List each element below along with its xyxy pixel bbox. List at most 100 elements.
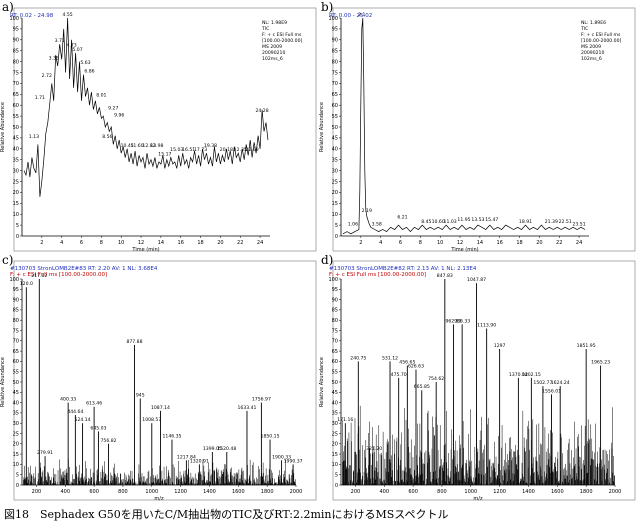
- x-tick-label: 1000: [145, 489, 158, 495]
- series-line: [342, 17, 586, 235]
- peak-label: 23.51: [573, 221, 586, 227]
- y-tick-label: 70: [13, 81, 19, 87]
- x-tick-label: 4: [60, 240, 63, 246]
- y-tick-label: 50: [13, 380, 19, 386]
- info-line: TIC: [580, 26, 588, 32]
- peak-label: 13.53: [471, 217, 484, 223]
- x-tick-label: 1800: [580, 489, 593, 495]
- panel-subheader: F: + c ESI Full ms [100.00-2000.00]: [329, 272, 426, 278]
- peak-label: 1217.84: [177, 454, 196, 460]
- y-tick-label: 80: [332, 59, 338, 65]
- x-axis-label: Time (min): [450, 247, 478, 253]
- y-tick-label: 95: [13, 287, 19, 293]
- info-line: 20090210: [262, 50, 285, 56]
- peak-label: 1087.14: [151, 405, 170, 411]
- x-tick-label: 1400: [522, 489, 535, 495]
- peak-label: 1965.23: [591, 360, 610, 366]
- panel-a: a) RT: 0.02 - 24.98 0 5 10 15 20 25 30 35 40 45 50 5…: [0, 0, 319, 253]
- x-tick-label: 2: [359, 240, 362, 246]
- y-tick-label: 20: [13, 442, 19, 448]
- peak-label: 10.45: [121, 143, 134, 149]
- peak-label: 22.99: [246, 147, 259, 153]
- y-tick-label: 55: [332, 114, 338, 120]
- x-tick-label: 10: [437, 240, 443, 246]
- peak-label: 9.96: [114, 112, 124, 118]
- x-tick-label: 1200: [493, 489, 506, 495]
- y-tick-label: 45: [332, 390, 338, 396]
- panel-frame: [332, 7, 636, 252]
- y-tick-label: 0: [16, 483, 19, 489]
- peak-label: 626.63: [408, 364, 424, 370]
- x-tick-label: 1000: [464, 489, 477, 495]
- peak-label: 1402.15: [522, 372, 541, 378]
- y-tick-label: 10: [13, 462, 19, 468]
- y-tick-label: 70: [13, 339, 19, 345]
- y-tick-label: 25: [13, 179, 19, 185]
- y-tick-label: 90: [332, 38, 338, 44]
- peak-label: 962.83: [445, 318, 461, 324]
- x-tick-label: 12: [457, 240, 463, 246]
- y-tick-label: 55: [332, 370, 338, 376]
- peak-label: 21.39: [545, 219, 558, 225]
- peak-label: 3.58: [372, 221, 382, 227]
- y-tick-label: 45: [13, 136, 19, 142]
- peak-label: 11.60: [130, 143, 143, 149]
- y-tick-label: 40: [332, 400, 338, 406]
- peak-label: 524.14: [75, 417, 91, 423]
- y-tick-label: 60: [13, 103, 19, 109]
- info-line: [100.00-2000.00]: [581, 38, 622, 44]
- y-tick-label: 70: [332, 81, 338, 87]
- x-tick-label: 800: [118, 489, 128, 495]
- y-tick-label: 15: [13, 201, 19, 207]
- panel-c: c) #130703 StronLOMB2E#83 RT: 2.20 AV: 1…: [0, 253, 319, 503]
- y-axis-label: Relative Abundance: [0, 102, 6, 152]
- peak-label: 171.16: [337, 417, 353, 423]
- y-tick-label: 100: [9, 16, 19, 22]
- peak-label: 1633.41: [237, 405, 256, 411]
- x-tick-label: 600: [408, 489, 418, 495]
- y-tick-label: 100: [328, 16, 338, 22]
- peak-label: 6.21: [397, 215, 407, 221]
- x-tick-label: 1600: [232, 489, 245, 495]
- panel-frame: [13, 7, 317, 252]
- peak-label: 3.35: [49, 56, 59, 62]
- y-tick-label: 5: [335, 223, 338, 229]
- peak-label: 1399.05: [203, 446, 222, 452]
- peak-label: 1008.57: [142, 417, 161, 423]
- peak-label: 1502.77: [533, 380, 552, 386]
- y-tick-label: 10: [332, 462, 338, 468]
- peak-label: 18.91: [519, 219, 532, 225]
- peak-label: 1370.02: [509, 372, 528, 378]
- y-tick-label: 25: [332, 179, 338, 185]
- y-tick-label: 15: [13, 452, 19, 458]
- y-axis-label: Relative Abundance: [319, 357, 325, 407]
- y-tick-label: 15: [332, 452, 338, 458]
- y-tick-label: 20: [332, 190, 338, 196]
- y-tick-label: 60: [13, 359, 19, 365]
- x-tick-label: 16: [497, 240, 503, 246]
- y-tick-label: 85: [332, 49, 338, 55]
- y-tick-label: 30: [332, 421, 338, 427]
- panel-header: #130703 StronLOMB2E#82 RT: 2.13 AV: 1 NL…: [329, 266, 477, 272]
- x-tick-label: 400: [60, 489, 70, 495]
- peak-label: 17.73: [194, 147, 207, 153]
- peak-label: 754.62: [428, 376, 444, 382]
- peak-label: 24.28: [255, 108, 268, 114]
- peak-label: 1850.15: [261, 434, 280, 440]
- peak-label: 1624.24: [551, 380, 570, 386]
- peak-label: 217.12: [31, 273, 47, 279]
- peak-label: 19.38: [204, 143, 217, 149]
- peak-label: 1320.91: [190, 458, 209, 464]
- y-tick-label: 75: [13, 70, 19, 76]
- info-line: TIC: [261, 26, 269, 32]
- x-tick-label: 1400: [203, 489, 216, 495]
- panel-header: #130703 StronLOMB2E#83 RT: 2.20 AV: 1 NL…: [10, 266, 158, 272]
- info-line: MS 2009: [262, 44, 282, 50]
- info-line: NL: 1.89E6: [581, 20, 606, 26]
- peak-label: 8.56: [102, 134, 112, 140]
- y-tick-label: 30: [332, 168, 338, 174]
- y-tick-label: 35: [332, 411, 338, 417]
- y-tick-label: 0: [335, 483, 338, 489]
- panel-a-label: a): [2, 0, 14, 14]
- peak-label: 1851.95: [577, 343, 596, 349]
